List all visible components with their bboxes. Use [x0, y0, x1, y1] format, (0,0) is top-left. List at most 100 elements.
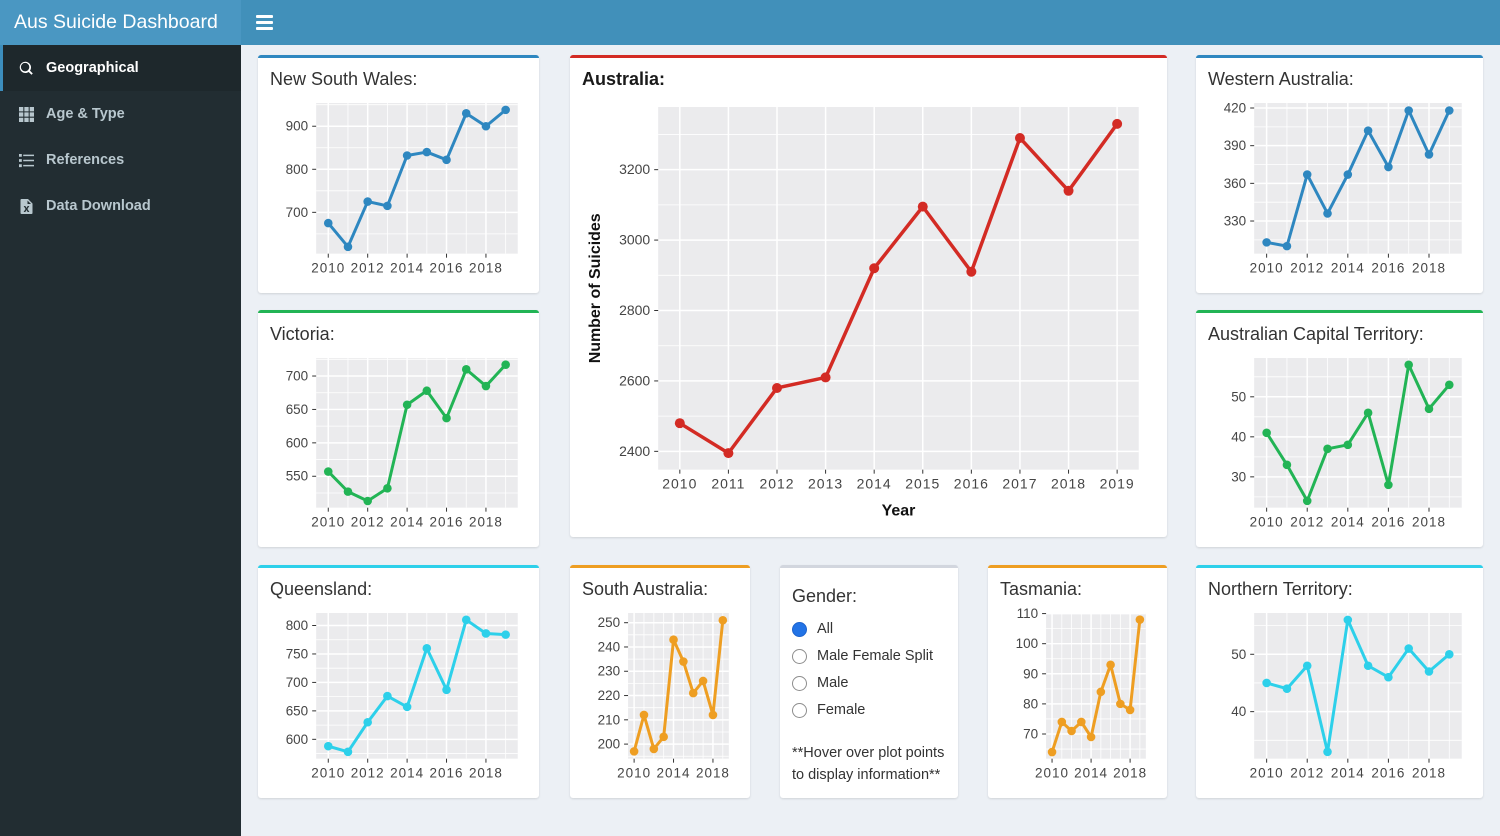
- svg-text:650: 650: [286, 402, 308, 417]
- chart-new-south-wales[interactable]: 2010 2012 2014 2016 2018 700 800 900: [270, 95, 527, 284]
- svg-text:2018: 2018: [696, 766, 730, 781]
- svg-text:2014: 2014: [857, 476, 892, 492]
- gender-radio-all[interactable]: All: [792, 621, 946, 637]
- svg-text:2013: 2013: [808, 476, 843, 492]
- gender-filter-panel: Gender: All Male Female Split Male Femal…: [780, 565, 958, 798]
- svg-text:2018: 2018: [1113, 766, 1147, 781]
- card-victoria: Victoria: 2010 2012 2014 2016 2018 550 600 650 7…: [258, 310, 539, 547]
- svg-text:2010: 2010: [311, 766, 345, 781]
- svg-text:240: 240: [598, 640, 620, 655]
- chart-western-australia[interactable]: 2010 2012 2014 2016 2018 330 360 390 420: [1208, 95, 1471, 284]
- svg-text:2400: 2400: [619, 443, 650, 459]
- svg-text:800: 800: [286, 618, 308, 633]
- svg-text:250: 250: [598, 616, 620, 631]
- svg-text:420: 420: [1224, 101, 1246, 116]
- svg-text:2010: 2010: [1250, 261, 1284, 276]
- svg-text:2016: 2016: [954, 476, 989, 492]
- svg-text:2014: 2014: [390, 766, 424, 781]
- svg-text:2014: 2014: [1331, 515, 1365, 530]
- svg-text:330: 330: [1224, 214, 1246, 229]
- radio-button-all[interactable]: [792, 621, 807, 637]
- chart-title-victoria: Victoria:: [270, 324, 335, 344]
- search-icon: [15, 61, 37, 76]
- svg-text:210: 210: [598, 713, 620, 728]
- svg-text:230: 230: [598, 664, 620, 679]
- hover-hint-note: **Hover over plot points to display info…: [792, 745, 945, 783]
- svg-text:2600: 2600: [619, 373, 650, 389]
- chart-title-australia: Australia:: [582, 69, 666, 89]
- chart-south-australia[interactable]: 2010 2014 2018 200 210 220 230 240 250: [582, 605, 738, 789]
- svg-text:80: 80: [1023, 697, 1038, 712]
- svg-text:900: 900: [286, 119, 308, 134]
- sidebar-item-age-type[interactable]: Age & Type: [0, 91, 241, 137]
- svg-text:Number of Suicides: Number of Suicides: [587, 214, 604, 364]
- card-tasmania: Tasmania: 2010 2014 2018 70 80 90 100 110: [988, 565, 1167, 798]
- chart-australia[interactable]: 2010 2011 2012 2013 2014 2015 2016 2017 2018 2019…: [582, 95, 1155, 528]
- svg-text:50: 50: [1231, 390, 1246, 405]
- main-content: New South Wales: 2010 2012 2014 2016 2018 700…: [241, 45, 1500, 836]
- svg-text:40: 40: [1231, 430, 1246, 445]
- svg-text:3200: 3200: [619, 162, 650, 178]
- radio-label-male: Male: [817, 675, 849, 691]
- svg-text:2012: 2012: [351, 766, 385, 781]
- svg-text:700: 700: [286, 205, 308, 220]
- chart-queensland[interactable]: 2010 2012 2014 2016 2018 600 650 700 750 800: [270, 605, 527, 789]
- svg-text:2800: 2800: [619, 302, 650, 318]
- card-new-south-wales: New South Wales: 2010 2012 2014 2016 2018 700…: [258, 55, 539, 293]
- gender-radio-male-female-split[interactable]: Male Female Split: [792, 648, 946, 664]
- svg-text:30: 30: [1231, 470, 1246, 485]
- chart-victoria[interactable]: 2010 2012 2014 2016 2018 550 600 650 700: [270, 350, 527, 538]
- chart-tasmania[interactable]: 2010 2014 2018 70 80 90 100 110: [1000, 605, 1155, 789]
- radio-button-male-female-split[interactable]: [792, 648, 807, 664]
- sidebar-item-references[interactable]: References: [0, 137, 241, 183]
- chart-title-queensland: Queensland:: [270, 579, 373, 599]
- svg-text:100: 100: [1016, 637, 1038, 652]
- chart-title-south-australia: South Australia:: [582, 579, 709, 599]
- svg-text:2016: 2016: [1371, 261, 1405, 276]
- svg-text:600: 600: [286, 436, 308, 451]
- svg-text:2010: 2010: [617, 766, 651, 781]
- svg-text:3000: 3000: [619, 232, 650, 248]
- svg-text:2010: 2010: [1250, 766, 1284, 781]
- card-australia: Australia: 2010 2011 2012 2013 2014 2015 2016 2…: [570, 55, 1167, 537]
- radio-button-male[interactable]: [792, 675, 807, 691]
- sidebar-item-label: References: [46, 152, 125, 168]
- svg-text:70: 70: [1023, 727, 1038, 742]
- card-south-australia: South Australia: 2010 2014 2018 200 210 220 23…: [570, 565, 750, 798]
- app-logo: Aus Suicide Dashboard: [0, 0, 241, 45]
- list-icon: [15, 153, 37, 168]
- svg-text:800: 800: [286, 162, 308, 177]
- svg-text:2018: 2018: [469, 766, 503, 781]
- sidebar-item-data-download[interactable]: Data Download: [0, 183, 241, 229]
- svg-text:700: 700: [286, 675, 308, 690]
- sidebar: Geographical Age & Type References Data …: [0, 45, 241, 836]
- svg-text:110: 110: [1017, 606, 1038, 621]
- svg-text:2012: 2012: [1290, 515, 1324, 530]
- sidebar-item-geographical[interactable]: Geographical: [0, 45, 241, 91]
- sidebar-toggle-button[interactable]: [241, 0, 287, 45]
- svg-text:2018: 2018: [1412, 261, 1446, 276]
- chart-northern-territory[interactable]: 2010 2012 2014 2016 2018 40 50: [1208, 605, 1471, 789]
- svg-text:750: 750: [286, 647, 308, 662]
- chart-australian-capital-territory[interactable]: 2010 2012 2014 2016 2018 30 40 50: [1208, 350, 1471, 538]
- svg-text:2018: 2018: [1412, 515, 1446, 530]
- chart-title-northern-territory: Northern Territory:: [1208, 579, 1353, 599]
- gender-radio-female[interactable]: Female: [792, 702, 946, 718]
- gender-radio-male[interactable]: Male: [792, 675, 946, 691]
- chart-title-western-australia: Western Australia:: [1208, 69, 1354, 89]
- sidebar-item-label: Age & Type: [46, 106, 125, 122]
- radio-button-female[interactable]: [792, 702, 807, 718]
- file-excel-icon: [15, 198, 37, 214]
- svg-text:2010: 2010: [311, 515, 345, 530]
- sidebar-item-label: Geographical: [46, 60, 139, 76]
- radio-label-male-female-split: Male Female Split: [817, 648, 934, 664]
- card-queensland: Queensland: 2010 2012 2014 2016 2018 600 650 70…: [258, 565, 539, 798]
- svg-text:2016: 2016: [430, 766, 464, 781]
- svg-text:2017: 2017: [1002, 476, 1037, 492]
- svg-text:2012: 2012: [351, 261, 385, 276]
- svg-text:2018: 2018: [1412, 766, 1446, 781]
- svg-text:390: 390: [1224, 139, 1246, 154]
- svg-text:2012: 2012: [1290, 261, 1324, 276]
- svg-text:2019: 2019: [1100, 476, 1135, 492]
- svg-text:2012: 2012: [1290, 766, 1324, 781]
